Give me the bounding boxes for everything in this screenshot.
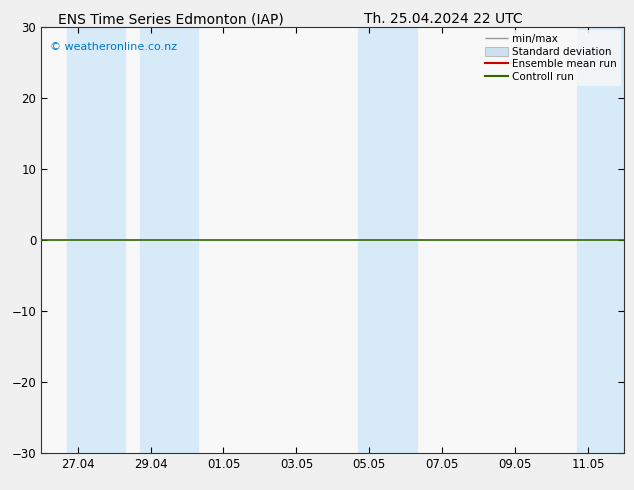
Bar <box>577 27 624 453</box>
Text: ENS Time Series Edmonton (IAP): ENS Time Series Edmonton (IAP) <box>58 12 284 26</box>
Text: Th. 25.04.2024 22 UTC: Th. 25.04.2024 22 UTC <box>365 12 523 26</box>
Bar <box>67 27 125 453</box>
Legend: min/max, Standard deviation, Ensemble mean run, Controll run: min/max, Standard deviation, Ensemble me… <box>481 30 621 86</box>
Bar <box>139 27 198 453</box>
Bar <box>358 27 417 453</box>
Text: © weatheronline.co.nz: © weatheronline.co.nz <box>50 42 177 52</box>
